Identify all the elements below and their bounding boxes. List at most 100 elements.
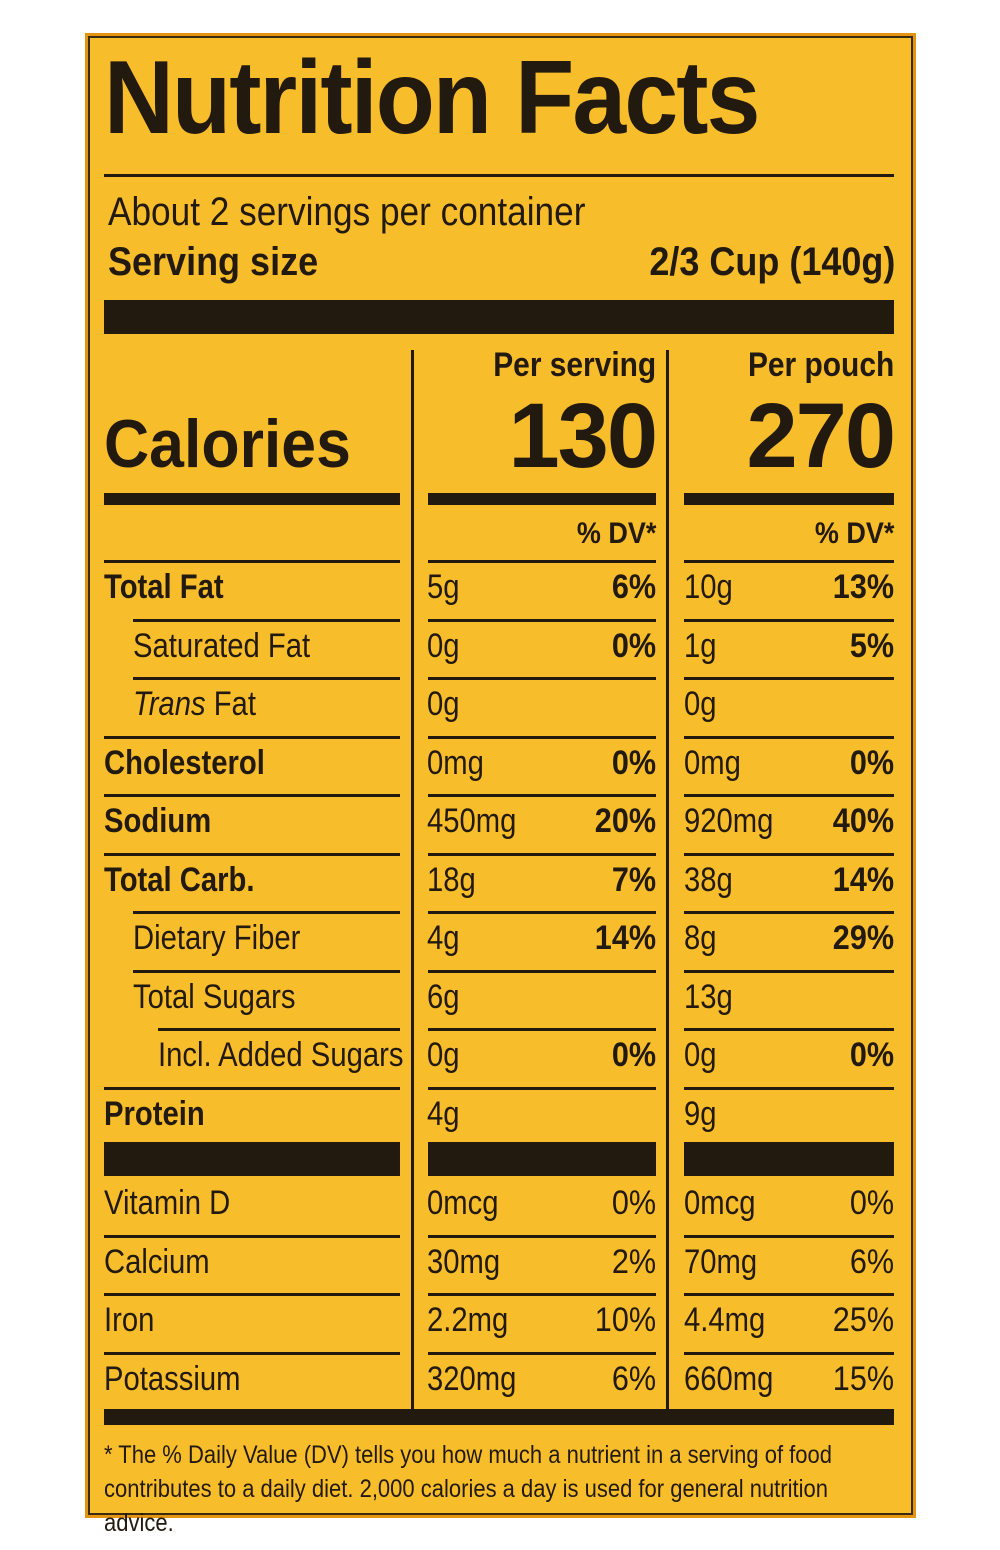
per-serving-header: Per serving [493,346,656,384]
nutrient-label: Total Sugars [133,977,296,1016]
nutrient-label: Cholesterol [104,743,265,782]
row-rule-label [158,1028,400,1031]
vitamin-serving-amount: 0mcg [427,1184,499,1222]
nutrition-label-border [88,36,913,1515]
vitamin-rule-label [104,1293,400,1296]
row-rule-serving [428,911,656,914]
vitamin-serving-dv: 0% [611,1184,656,1222]
vitamin-label: Calcium [104,1242,210,1281]
calories-rule-pouch [684,493,894,505]
row-rule-pouch [684,1028,894,1031]
row-rule-pouch [684,911,894,914]
row-rule-serving [428,677,656,680]
serving-size-label: Serving size [108,240,319,284]
vitamin-band-pouch [684,1142,894,1176]
pouch-amount: 38g [684,860,733,899]
vitamin-pouch-dv: 0% [849,1184,894,1222]
nutrient-label: Dietary Fiber [133,919,301,957]
row-rule-serving [428,618,656,622]
serving-dv: 0% [611,1036,656,1074]
nutrient-label: Protein [104,1094,205,1133]
calories-rule-serving [428,493,656,505]
pouch-dv: 14% [832,860,894,899]
serving-dv: 7% [611,860,656,899]
row-rule-label [133,618,400,622]
dv-header-serving: % DV* [576,517,656,550]
vitamin-pouch-dv: 6% [849,1242,894,1281]
serving-amount: 0g [427,1036,460,1074]
column-divider-1 [411,350,414,1410]
nutrition-label-panel [85,33,916,1518]
serving-amount: 0mg [427,743,484,782]
dv-header-rule-label [104,560,400,563]
row-rule-pouch [684,852,894,856]
vitamin-rule-label [104,1351,400,1355]
row-rule-label [104,852,400,856]
vitamin-rule-serving [428,1293,656,1296]
pouch-amount: 0g [684,1036,717,1074]
dv-header-pouch: % DV* [814,517,894,550]
row-rule-label [104,794,400,797]
serving-amount: 4g [427,1094,460,1133]
pouch-amount: 8g [684,919,717,957]
footnote: * The % Daily Value (DV) tells you how m… [104,1441,832,1537]
pouch-dv: 29% [832,919,894,957]
nutrient-label: Sodium [104,802,212,840]
pouch-dv: 0% [849,1036,894,1074]
vitamin-rule-serving [428,1351,656,1355]
row-rule-serving [428,969,656,973]
nutrient-label: Saturated Fat [133,626,311,665]
serving-amount: 5g [427,568,460,606]
calories-rule-label [104,493,400,505]
pouch-amount: 0g [684,685,717,723]
pouch-amount: 0mg [684,743,741,782]
vitamin-serving-dv: 2% [611,1242,656,1281]
nutrient-label: Incl. Added Sugars [158,1036,404,1074]
serving-amount: 0g [427,685,460,723]
vitamin-pouch-dv: 25% [832,1301,894,1339]
vitamin-pouch-amount: 70mg [684,1242,758,1281]
row-rule-pouch [684,677,894,680]
nutrient-label-italic: Trans [133,685,206,723]
vitamin-band-label [104,1142,400,1176]
row-rule-pouch [684,969,894,973]
thick-rule-bottom [104,1409,894,1425]
calories-label: Calories [104,406,351,482]
nutrient-label: Trans Fat [133,687,256,721]
row-rule-pouch [684,794,894,797]
serving-amount: 450mg [427,802,517,840]
serving-dv: 0% [611,626,656,665]
pouch-amount: 13g [684,977,733,1016]
row-rule-serving [428,794,656,797]
serving-amount: 6g [427,977,460,1016]
row-rule-pouch [684,735,894,739]
calories-per-serving: 130 [508,385,658,487]
label-title: Nutrition Facts [104,40,760,156]
pouch-dv: 0% [849,743,894,782]
serving-dv: 14% [594,919,656,957]
nutrient-label: Total Carb. [104,860,255,899]
serving-amount: 4g [427,919,460,957]
pouch-dv: 40% [832,802,894,840]
row-rule-serving [428,1028,656,1031]
vitamin-rule-serving [428,1234,656,1238]
vitamin-pouch-dv: 15% [832,1359,894,1398]
servings-per-container: About 2 servings per container [108,190,586,234]
vitamin-serving-dv: 10% [594,1301,656,1339]
title-rule [104,174,894,177]
row-rule-serving [428,852,656,856]
dv-header-rule-pouch [684,560,894,563]
column-divider-2 [666,350,669,1410]
row-rule-pouch [684,1086,894,1090]
vitamin-rule-pouch [684,1351,894,1355]
vitamin-serving-amount: 320mg [427,1359,517,1398]
row-rule-label [133,969,400,973]
dv-header-rule-serving [428,560,656,563]
serving-size-value: 2/3 Cup (140g) [648,240,895,284]
row-rule-pouch [684,618,894,622]
row-rule-label [133,911,400,914]
vitamin-rule-pouch [684,1293,894,1296]
vitamin-pouch-amount: 660mg [684,1359,774,1398]
serving-amount: 18g [427,860,476,899]
vitamin-rule-label [104,1234,400,1238]
